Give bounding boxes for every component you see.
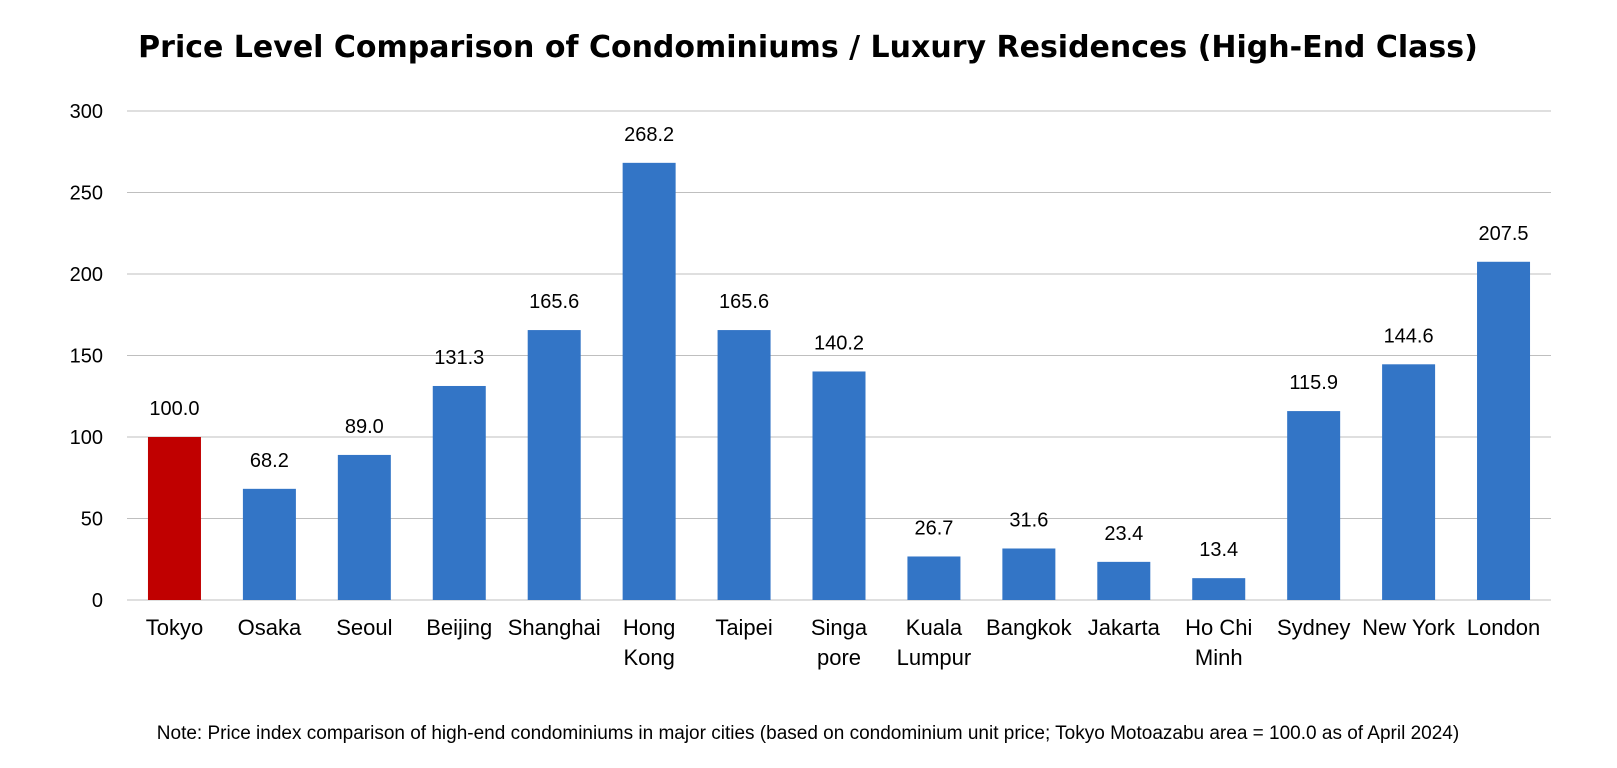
bar bbox=[242, 488, 296, 600]
chart-note: Note: Price index comparison of high-end… bbox=[157, 723, 1459, 744]
data-label: 144.6 bbox=[1384, 325, 1434, 347]
y-tick-label: 200 bbox=[70, 264, 103, 286]
data-label: 31.6 bbox=[1009, 509, 1048, 531]
data-label: 207.5 bbox=[1479, 223, 1529, 245]
bar bbox=[1382, 364, 1436, 600]
category-label: Taipei bbox=[715, 615, 772, 640]
data-label: 165.6 bbox=[719, 291, 769, 313]
bar bbox=[812, 371, 866, 600]
bars bbox=[147, 162, 1531, 601]
category-label: Shanghai bbox=[508, 615, 601, 640]
chart-title: Price Level Comparison of Condominiums /… bbox=[138, 30, 1478, 65]
bar bbox=[622, 162, 676, 601]
data-label: 89.0 bbox=[345, 416, 384, 438]
y-axis-ticks: 0 50 100 150 200 250 300 bbox=[70, 101, 103, 612]
data-label: 13.4 bbox=[1199, 539, 1238, 561]
category-label: Osaka bbox=[238, 615, 302, 640]
bar bbox=[1192, 578, 1246, 600]
bar bbox=[717, 330, 771, 600]
bar bbox=[1097, 561, 1151, 600]
data-label: 100.0 bbox=[149, 398, 199, 420]
category-label: Kuala Lumpur bbox=[897, 615, 972, 670]
category-label: Singa pore bbox=[811, 615, 868, 670]
y-tick-label: 100 bbox=[70, 427, 103, 449]
y-tick-label: 50 bbox=[81, 509, 103, 531]
data-label: 115.9 bbox=[1289, 372, 1338, 394]
category-label: Ho Chi Minh bbox=[1185, 615, 1252, 670]
bar bbox=[432, 385, 486, 600]
bar bbox=[1477, 261, 1531, 600]
category-label: London bbox=[1467, 615, 1540, 640]
category-label: Jakarta bbox=[1088, 615, 1161, 640]
category-label: Tokyo bbox=[146, 615, 203, 640]
y-tick-label: 0 bbox=[92, 590, 103, 612]
data-label: 131.3 bbox=[434, 347, 484, 369]
bar bbox=[907, 556, 961, 600]
bar bbox=[527, 330, 581, 600]
bar bbox=[147, 437, 201, 600]
category-label: Seoul bbox=[336, 615, 392, 640]
data-label: 268.2 bbox=[624, 124, 674, 146]
bar bbox=[1287, 411, 1341, 600]
value-labels: 100.0 68.2 89.0 131.3 165.6 268.2 165.6 140.2 26… bbox=[149, 124, 1528, 561]
data-label: 68.2 bbox=[250, 450, 289, 472]
bar bbox=[337, 454, 391, 600]
category-label: Sydney bbox=[1277, 615, 1350, 640]
y-tick-label: 250 bbox=[70, 183, 103, 205]
data-label: 23.4 bbox=[1104, 523, 1143, 545]
category-label: New York bbox=[1362, 615, 1456, 640]
y-tick-label: 300 bbox=[70, 101, 103, 123]
data-label: 140.2 bbox=[814, 332, 864, 354]
category-label: Hong Kong bbox=[623, 615, 676, 670]
data-label: 165.6 bbox=[529, 291, 579, 313]
data-label: 26.7 bbox=[914, 517, 953, 539]
bar bbox=[1002, 548, 1056, 600]
category-label: Beijing bbox=[426, 615, 492, 640]
y-tick-label: 150 bbox=[70, 346, 103, 368]
category-labels: Tokyo Osaka Seoul Beijing Shanghai Hong Kong Ta… bbox=[146, 615, 1541, 670]
category-label: Bangkok bbox=[986, 615, 1073, 640]
